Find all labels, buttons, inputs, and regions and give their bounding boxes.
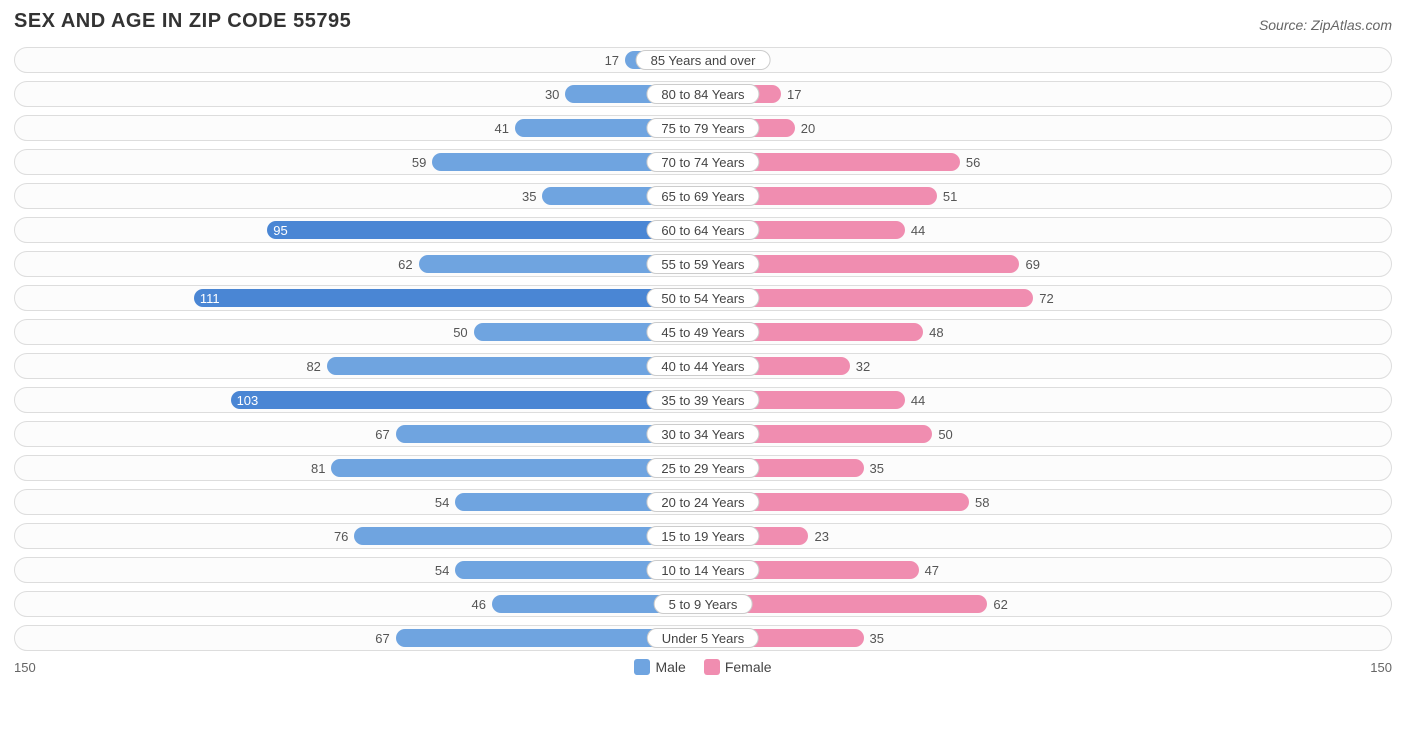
female-value: 35 <box>864 456 884 480</box>
age-group-label: 35 to 39 Years <box>646 390 759 410</box>
age-group-label: 5 to 9 Years <box>654 594 753 614</box>
female-value: 56 <box>960 150 980 174</box>
pyramid-row: 103 44 35 to 39 Years <box>14 387 1392 413</box>
female-value: 62 <box>987 592 1007 616</box>
age-group-label: 85 Years and over <box>636 50 771 70</box>
pyramid-row: 67 50 30 to 34 Years <box>14 421 1392 447</box>
age-group-label: 60 to 64 Years <box>646 220 759 240</box>
age-group-label: Under 5 Years <box>647 628 759 648</box>
male-value: 54 <box>435 490 455 514</box>
pyramid-row: 111 72 50 to 54 Years <box>14 285 1392 311</box>
male-value: 82 <box>306 354 326 378</box>
male-bar: 103 <box>231 391 703 409</box>
pyramid-row: 59 56 70 to 74 Years <box>14 149 1392 175</box>
legend-female: Female <box>704 659 772 675</box>
legend-male-label: Male <box>655 659 685 675</box>
male-value: 35 <box>522 184 542 208</box>
female-value: 48 <box>923 320 943 344</box>
male-value: 41 <box>494 116 514 140</box>
header: SEX AND AGE IN ZIP CODE 55795 Source: Zi… <box>14 10 1392 33</box>
female-value: 51 <box>937 184 957 208</box>
male-swatch-icon <box>634 659 650 675</box>
male-bar: 95 <box>267 221 703 239</box>
source-label: Source: ZipAtlas.com <box>1259 17 1392 33</box>
pyramid-row: 95 44 60 to 64 Years <box>14 217 1392 243</box>
pyramid-row: 82 32 40 to 44 Years <box>14 353 1392 379</box>
female-value: 23 <box>808 524 828 548</box>
male-value: 59 <box>412 150 432 174</box>
pyramid-row: 54 58 20 to 24 Years <box>14 489 1392 515</box>
axis-right-max: 150 <box>1370 660 1392 675</box>
pyramid-row: 35 51 65 to 69 Years <box>14 183 1392 209</box>
male-value: 30 <box>545 82 565 106</box>
pyramid-chart: 17685 Years and over 30 17 80 to 84 Years 41… <box>14 47 1392 651</box>
pyramid-row: 30 17 80 to 84 Years <box>14 81 1392 107</box>
age-group-label: 75 to 79 Years <box>646 118 759 138</box>
female-value: 35 <box>864 626 884 650</box>
age-group-label: 15 to 19 Years <box>646 526 759 546</box>
female-value: 44 <box>905 388 925 412</box>
male-value: 62 <box>398 252 418 276</box>
male-value: 95 <box>273 221 287 239</box>
female-value: 50 <box>932 422 952 446</box>
age-group-label: 10 to 14 Years <box>646 560 759 580</box>
pyramid-row: 67 35 Under 5 Years <box>14 625 1392 651</box>
male-value: 67 <box>375 422 395 446</box>
male-value: 111 <box>200 289 220 307</box>
legend: Male Female <box>634 659 771 675</box>
male-value: 17 <box>605 48 625 72</box>
age-group-label: 25 to 29 Years <box>646 458 759 478</box>
male-value: 76 <box>334 524 354 548</box>
pyramid-row: 50 48 45 to 49 Years <box>14 319 1392 345</box>
female-value: 32 <box>850 354 870 378</box>
pyramid-row: 62 69 55 to 59 Years <box>14 251 1392 277</box>
male-value: 46 <box>472 592 492 616</box>
age-group-label: 20 to 24 Years <box>646 492 759 512</box>
pyramid-row: 76 23 15 to 19 Years <box>14 523 1392 549</box>
legend-male: Male <box>634 659 685 675</box>
pyramid-row: 41 20 75 to 79 Years <box>14 115 1392 141</box>
axis-left-max: 150 <box>14 660 36 675</box>
pyramid-row: 81 35 25 to 29 Years <box>14 455 1392 481</box>
female-value: 69 <box>1019 252 1039 276</box>
female-swatch-icon <box>704 659 720 675</box>
chart-title: SEX AND AGE IN ZIP CODE 55795 <box>14 10 351 33</box>
age-group-label: 80 to 84 Years <box>646 84 759 104</box>
male-value: 103 <box>237 391 259 409</box>
chart-container: SEX AND AGE IN ZIP CODE 55795 Source: Zi… <box>0 0 1406 683</box>
age-group-label: 65 to 69 Years <box>646 186 759 206</box>
age-group-label: 70 to 74 Years <box>646 152 759 172</box>
age-group-label: 50 to 54 Years <box>646 288 759 308</box>
female-value: 58 <box>969 490 989 514</box>
female-value: 72 <box>1033 286 1053 310</box>
male-value: 50 <box>453 320 473 344</box>
age-group-label: 30 to 34 Years <box>646 424 759 444</box>
legend-female-label: Female <box>725 659 772 675</box>
female-value: 20 <box>795 116 815 140</box>
male-value: 67 <box>375 626 395 650</box>
pyramid-row: 54 47 10 to 14 Years <box>14 557 1392 583</box>
male-value: 54 <box>435 558 455 582</box>
male-value: 81 <box>311 456 331 480</box>
age-group-label: 45 to 49 Years <box>646 322 759 342</box>
age-group-label: 40 to 44 Years <box>646 356 759 376</box>
female-value: 47 <box>919 558 939 582</box>
age-group-label: 55 to 59 Years <box>646 254 759 274</box>
female-value: 44 <box>905 218 925 242</box>
pyramid-row: 17685 Years and over <box>14 47 1392 73</box>
female-value: 17 <box>781 82 801 106</box>
chart-footer: 150 Male Female 150 <box>14 659 1392 675</box>
male-bar: 111 <box>194 289 703 307</box>
pyramid-row: 46 62 5 to 9 Years <box>14 591 1392 617</box>
